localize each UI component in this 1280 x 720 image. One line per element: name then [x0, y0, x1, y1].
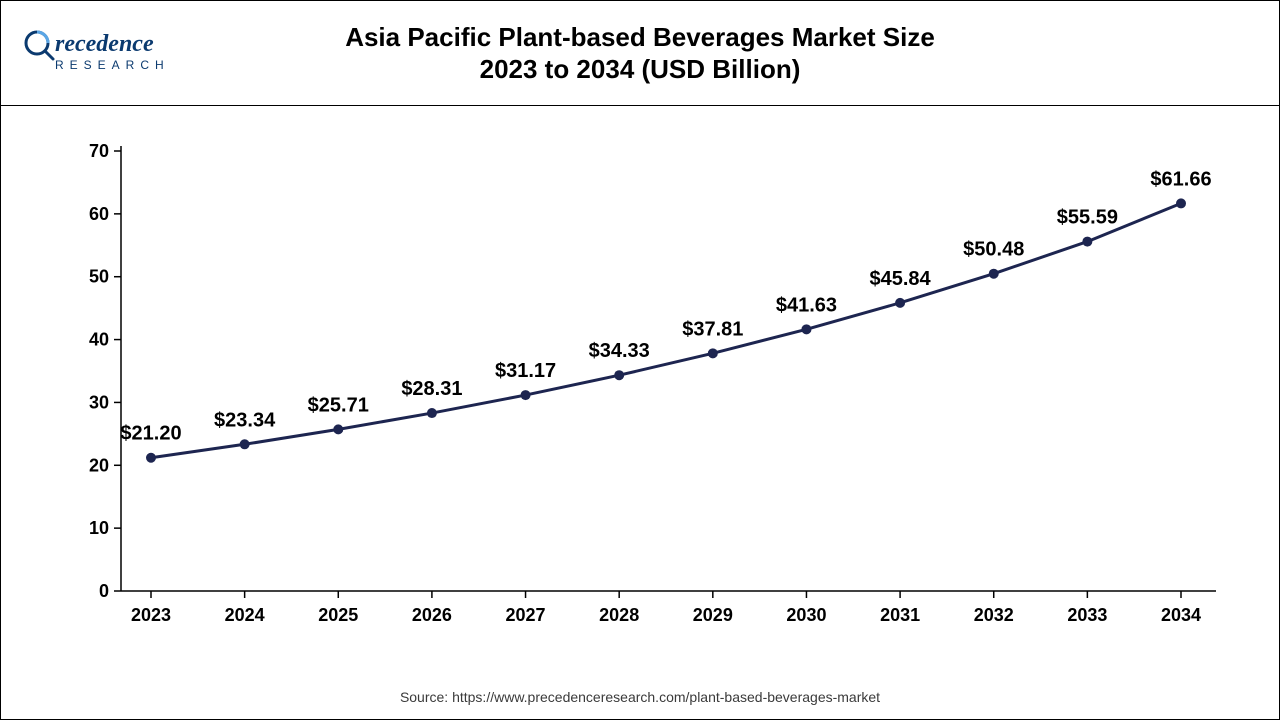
data-point [240, 439, 250, 449]
series-line [151, 203, 1181, 457]
data-point [427, 408, 437, 418]
x-tick-label: 2024 [225, 605, 265, 625]
logo-brand-text: recedence [55, 31, 154, 57]
data-point [333, 424, 343, 434]
x-tick-label: 2023 [131, 605, 171, 625]
x-tick-label: 2027 [506, 605, 546, 625]
value-label: $31.17 [495, 360, 556, 382]
y-tick-label: 40 [89, 330, 109, 350]
x-tick-label: 2028 [599, 605, 639, 625]
y-tick-label: 70 [89, 141, 109, 161]
y-tick-label: 0 [99, 581, 109, 601]
value-label: $34.33 [589, 340, 650, 362]
value-label: $61.66 [1150, 168, 1211, 190]
y-tick-label: 20 [89, 455, 109, 475]
value-label: $23.34 [214, 409, 276, 431]
value-label: $45.84 [870, 268, 932, 290]
data-point [801, 324, 811, 334]
brand-logo: recedence RESEARCH [23, 21, 223, 81]
x-tick-label: 2033 [1067, 605, 1107, 625]
y-tick-label: 50 [89, 267, 109, 287]
x-tick-label: 2032 [974, 605, 1014, 625]
data-point [146, 453, 156, 463]
y-tick-label: 30 [89, 392, 109, 412]
chart-frame: recedence RESEARCH Asia Pacific Plant-ba… [0, 0, 1280, 720]
value-label: $25.71 [308, 394, 369, 416]
data-point [614, 370, 624, 380]
x-tick-label: 2026 [412, 605, 452, 625]
line-chart: 0102030405060702023202420252026202720282… [61, 131, 1241, 651]
logo-subtext: RESEARCH [55, 58, 170, 72]
source-citation: Source: https://www.precedenceresearch.c… [1, 689, 1279, 705]
data-point [895, 298, 905, 308]
value-label: $37.81 [682, 318, 743, 340]
data-point [989, 269, 999, 279]
data-point [1082, 237, 1092, 247]
chart-svg: 0102030405060702023202420252026202720282… [61, 131, 1241, 651]
y-tick-label: 10 [89, 518, 109, 538]
x-tick-label: 2034 [1161, 605, 1201, 625]
data-point [1176, 198, 1186, 208]
value-label: $55.59 [1057, 207, 1118, 229]
value-label: $50.48 [963, 239, 1024, 261]
value-label: $41.63 [776, 294, 837, 316]
x-tick-label: 2030 [786, 605, 826, 625]
y-tick-label: 60 [89, 204, 109, 224]
x-tick-label: 2029 [693, 605, 733, 625]
data-point [521, 390, 531, 400]
x-tick-label: 2025 [318, 605, 358, 625]
data-point [708, 348, 718, 358]
header-row: recedence RESEARCH Asia Pacific Plant-ba… [1, 1, 1279, 106]
x-tick-label: 2031 [880, 605, 920, 625]
value-label: $28.31 [401, 378, 462, 400]
value-label: $21.20 [120, 423, 181, 445]
